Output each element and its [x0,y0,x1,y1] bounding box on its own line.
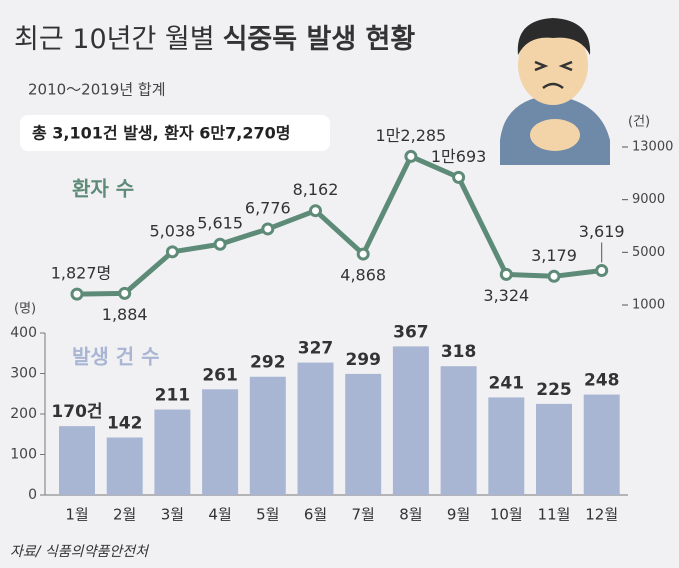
y-axis-label: (명) [14,302,36,317]
point [213,237,227,251]
value-label: 5,615 [197,214,243,233]
value-label: 170건 [51,402,102,422]
x-tick-label: 10월 [490,506,523,524]
point [595,264,609,278]
bar [202,389,239,495]
summary: 총 3,101건 발생, 환자 6만7,270명 [32,124,290,143]
x-tick-label: 1월 [65,506,88,524]
x-tick-label: 5월 [256,506,279,524]
y2-axis-label: (건) [628,115,650,130]
line [76,153,603,297]
bar [154,409,191,495]
x-tick-label: 3월 [161,506,184,524]
bar [392,346,429,495]
value-label: 1,827명 [51,264,112,283]
value-label: 3,324 [483,286,529,305]
y2-tick-label: 5000 [632,245,665,260]
series-label: 발생 건 수 [72,345,160,369]
series-label: 환자 수 [72,177,134,201]
point [261,222,275,236]
value-label: 248 [584,371,620,391]
x-tick-label: 4월 [208,506,231,524]
illustration [500,18,610,165]
y-tick-label: 200 [10,406,37,422]
x-tick-label: 7월 [352,506,375,524]
value-label: 1,884 [102,305,148,324]
summary-box [20,115,330,151]
title: 최근 10년간 월별 식중독 발생 현황 [14,24,415,55]
point [547,269,561,283]
y2-tick-label: 9000 [632,192,665,207]
bar [59,426,95,495]
x-tick-label: 9월 [447,506,470,524]
bar [488,397,525,495]
bar [106,437,143,495]
point [118,286,132,300]
bar [536,403,572,495]
point [452,170,466,184]
bar [297,362,334,495]
value-label: 8,162 [293,180,339,199]
y-tick-label: 300 [10,366,37,382]
x-tick-label: 2월 [113,506,136,524]
bar [249,376,286,495]
value-label: 327 [298,339,334,359]
point [309,204,322,218]
point [499,267,513,281]
y-tick-label: 0 [28,487,37,503]
y2-tick-label: 13000 [632,140,673,155]
point [70,287,84,301]
x-tick-label: 11월 [538,506,571,524]
value-label: 211 [155,386,191,406]
value-label: 3,179 [531,246,577,265]
value-label: 225 [536,380,572,400]
title-bold: 식중독 발생 현황 [223,24,416,55]
value-label: 4,868 [340,266,386,285]
x-tick-label: 6월 [304,506,327,524]
y-tick-label: 400 [10,325,37,341]
point [356,247,370,261]
x-tick-label: 8월 [399,506,422,524]
bar [345,373,382,495]
y2-tick-label: 1000 [632,298,665,313]
value-label: 292 [250,353,286,373]
title-part: 최근 10년간 월별 [14,24,215,55]
value-label: 367 [393,322,429,342]
value-label: 142 [107,413,143,433]
bar [583,394,620,495]
value-label: 318 [441,342,477,362]
value-label: 1만2,285 [376,126,447,145]
x-tick-label: 12월 [585,506,618,524]
y-tick-label: 100 [10,447,37,463]
value-label: 241 [489,373,525,393]
value-label: 3,619 [579,222,625,241]
subtitle: 2010～2019년 합계 [28,81,166,99]
value-label: 261 [202,365,238,385]
source: 자료/ 식품의약품안전처 [10,544,150,560]
bar [440,366,477,495]
value-label: 1만693 [431,147,486,166]
value-label: 6,776 [245,198,291,217]
point [165,245,179,259]
value-label: 5,038 [149,221,195,240]
point [404,149,418,163]
value-label: 299 [345,350,381,370]
